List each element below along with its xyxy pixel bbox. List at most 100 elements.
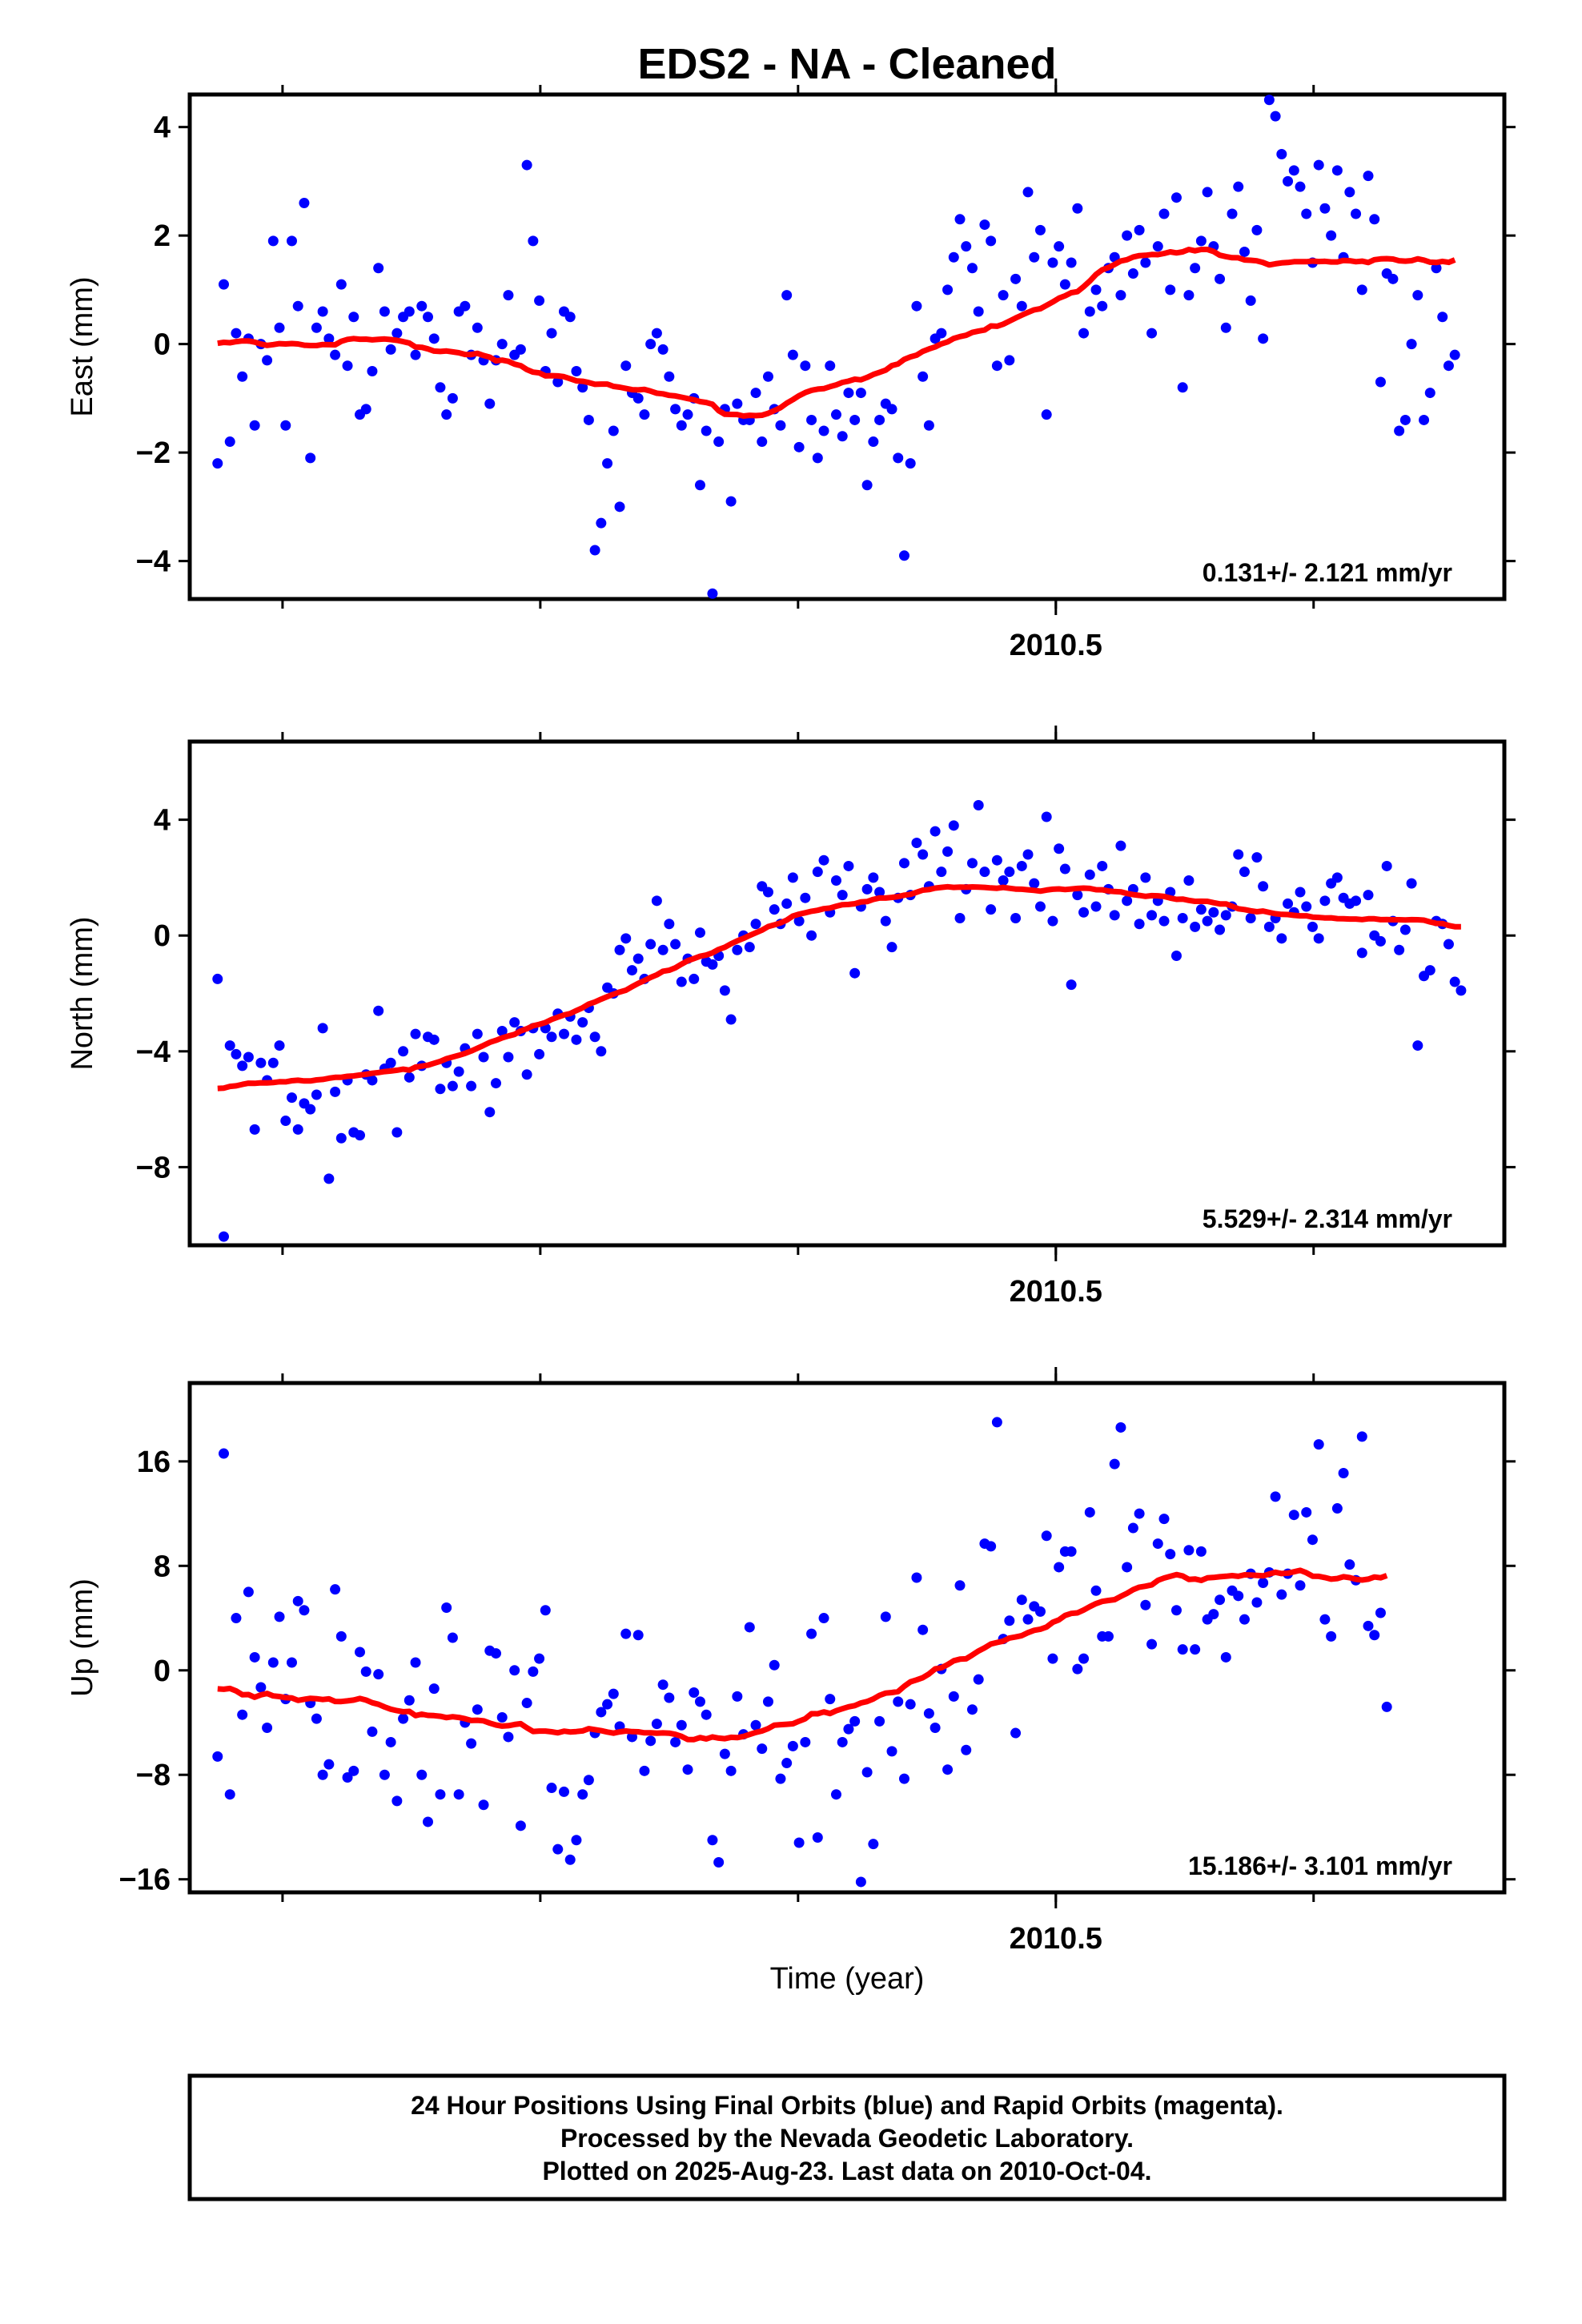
north-data-point: [1245, 913, 1256, 924]
up-data-point: [596, 1707, 607, 1718]
east-data-point: [1090, 284, 1102, 296]
east-data-point: [330, 349, 341, 360]
up-data-point: [898, 1773, 909, 1784]
east-data-point: [651, 328, 662, 339]
north-data-point: [1239, 866, 1250, 878]
up-data-point: [335, 1630, 347, 1642]
up-ytick-label: 0: [154, 1655, 171, 1688]
east-data-point: [1165, 284, 1176, 296]
up-data-point: [1165, 1549, 1176, 1560]
up-data-point: [317, 1769, 328, 1780]
up-data-point: [354, 1647, 365, 1658]
up-data-point: [243, 1586, 254, 1598]
north-xtick-label: 2010.5: [1010, 1275, 1102, 1309]
east-data-point: [1220, 322, 1231, 333]
up-data-point: [725, 1765, 737, 1776]
north-data-point: [886, 942, 897, 953]
east-data-point: [335, 279, 347, 290]
north-data-point: [880, 915, 891, 927]
east-data-point: [1283, 175, 1294, 187]
north-data-point: [546, 1031, 557, 1043]
up-data-point: [843, 1723, 854, 1735]
east-data-point: [694, 480, 705, 491]
up-data-point: [1307, 1534, 1318, 1546]
east-data-point: [812, 452, 823, 464]
east-data-point: [1152, 241, 1163, 252]
north-data-point: [744, 942, 755, 953]
north-data-point: [1412, 1040, 1423, 1051]
up-data-point: [1375, 1607, 1386, 1618]
east-data-point: [830, 409, 841, 420]
north-data-point: [1399, 924, 1411, 935]
north-data-point: [769, 904, 780, 915]
north-data-point: [1090, 901, 1102, 912]
up-data-point: [496, 1711, 508, 1723]
up-ytick-label: 16: [137, 1445, 171, 1479]
up-data-point: [1022, 1614, 1034, 1625]
east-data-point: [1331, 165, 1343, 176]
east-data-point: [1140, 257, 1151, 268]
up-data-point: [1387, 0, 1398, 6]
up-data-point: [416, 1769, 428, 1780]
north-data-point: [973, 800, 984, 811]
east-data-point: [1072, 203, 1083, 214]
up-data-point: [670, 1736, 681, 1747]
up-data-point: [367, 1726, 378, 1737]
up-data-point: [762, 1696, 773, 1707]
north-data-point: [1084, 869, 1095, 880]
east-data-point: [571, 365, 582, 376]
east-data-point: [546, 328, 557, 339]
up-data-point: [422, 1816, 433, 1827]
north-data-point: [1059, 863, 1070, 875]
up-data-point: [330, 1584, 341, 1595]
east-data-point: [948, 251, 959, 263]
east-data-point: [249, 420, 260, 431]
east-data-point: [416, 300, 428, 312]
north-data-point: [657, 944, 669, 955]
north-data-point: [367, 1075, 378, 1086]
east-data-point: [262, 355, 273, 366]
east-data-point: [286, 235, 297, 247]
east-data-point: [961, 241, 972, 252]
up-data-point: [1276, 1589, 1287, 1600]
north-ytick-label: 4: [154, 804, 171, 838]
east-data-point: [1431, 263, 1442, 274]
north-data-point: [620, 933, 632, 944]
east-data-point: [1276, 149, 1287, 160]
north-data-point: [793, 915, 805, 927]
north-data-point: [1313, 933, 1324, 944]
east-data-point: [1301, 208, 1312, 219]
up-data-point: [800, 1736, 811, 1747]
north-data-point: [1140, 872, 1151, 883]
up-data-point: [348, 1765, 359, 1776]
north-data-point: [645, 939, 656, 950]
north-data-point: [632, 953, 644, 964]
east-data-point: [1369, 214, 1380, 225]
east-data-point: [1122, 230, 1133, 241]
east-data-point: [843, 388, 854, 399]
east-data-point: [1263, 94, 1275, 106]
north-data-point: [1134, 919, 1145, 930]
north-data-point: [1078, 907, 1090, 918]
east-data-point: [515, 344, 526, 355]
north-data-point: [670, 939, 681, 950]
north-data-point: [1029, 878, 1040, 889]
north-data-point: [1072, 890, 1083, 901]
up-data-point: [237, 1709, 248, 1720]
east-data-point: [973, 306, 984, 317]
east-data-point: [503, 290, 514, 301]
north-data-point: [509, 1017, 520, 1028]
up-data-point: [818, 1613, 829, 1624]
north-data-point: [1258, 881, 1269, 892]
east-data-point: [441, 409, 452, 420]
east-data-point: [725, 496, 737, 507]
north-data-point: [231, 1048, 242, 1059]
north-data-point: [391, 1127, 403, 1138]
up-data-point: [323, 1759, 335, 1770]
east-data-point: [732, 398, 743, 409]
north-data-point: [335, 1132, 347, 1144]
east-data-point: [496, 339, 508, 350]
up-data-point: [1054, 1562, 1065, 1573]
north-data-point: [589, 1031, 600, 1043]
up-data-point: [1102, 1630, 1114, 1642]
